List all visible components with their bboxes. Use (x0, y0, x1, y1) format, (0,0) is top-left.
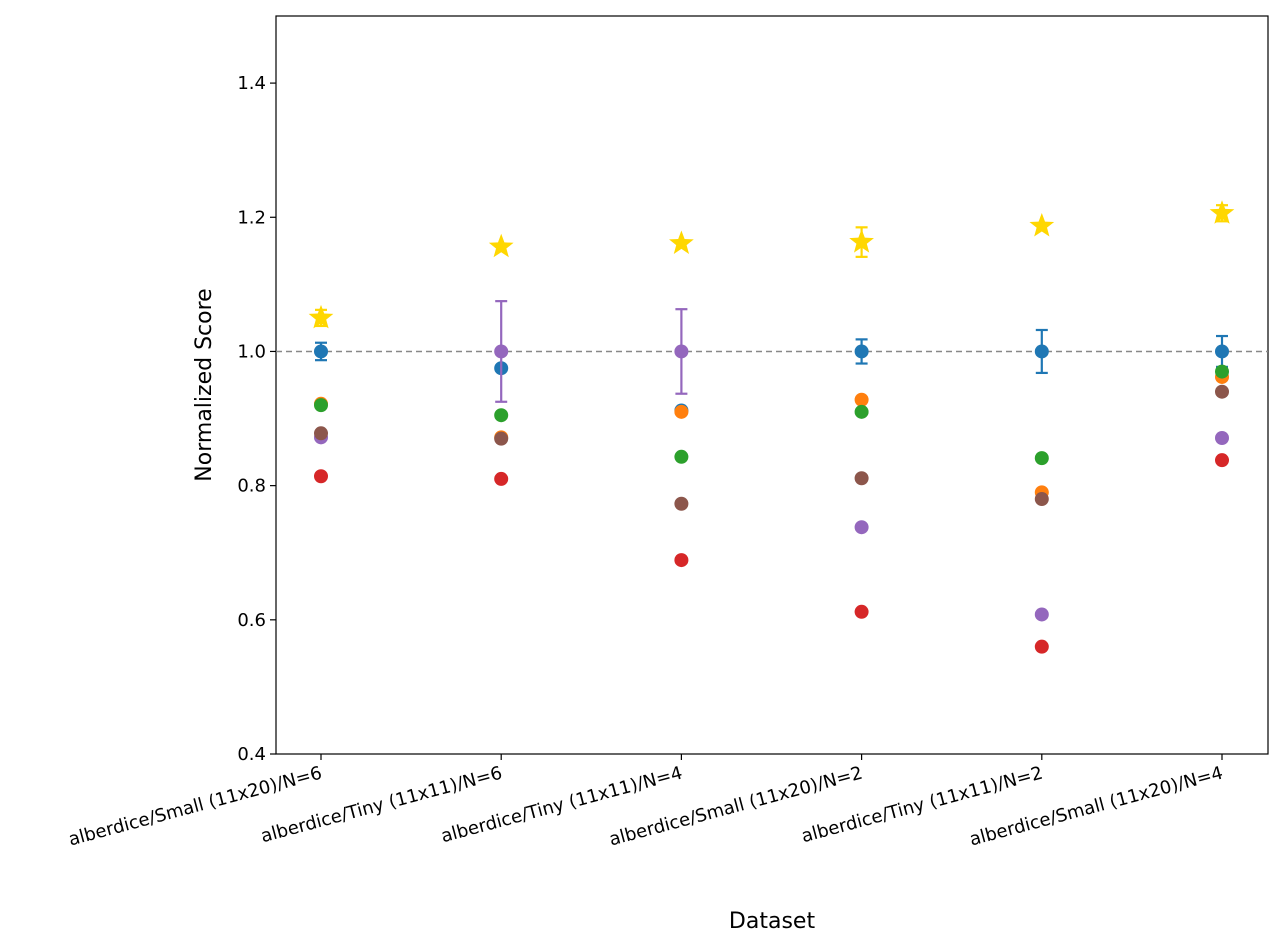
data-point (1215, 431, 1229, 446)
y-tick-label: 1.4 (237, 73, 266, 94)
data-point (314, 344, 328, 359)
y-tick-label: 0.4 (237, 744, 266, 765)
series-1 (314, 369, 1229, 500)
series-2 (314, 364, 1229, 466)
data-points (308, 200, 1235, 654)
data-point (1215, 453, 1229, 468)
data-point (1215, 364, 1229, 379)
series-6 (308, 200, 1235, 329)
data-point (314, 398, 328, 413)
y-tick-label: 0.6 (237, 610, 266, 631)
data-point (1034, 451, 1049, 466)
data-point (854, 404, 869, 419)
data-point (1034, 344, 1049, 359)
data-point (674, 344, 689, 359)
data-point (1215, 384, 1229, 399)
data-point (854, 392, 869, 407)
data-point (854, 344, 869, 359)
star-point (1209, 200, 1235, 224)
data-point (314, 469, 328, 484)
data-point (494, 344, 509, 359)
x-axis: alberdice/Small (11x20)/N=6alberdice/Tin… (66, 754, 1225, 850)
data-point (1034, 607, 1049, 622)
y-axis: 0.4 0.6 0.8 1.0 1.2 1.4 (237, 73, 276, 765)
data-point (854, 520, 869, 535)
data-point (494, 431, 509, 446)
data-point (674, 449, 689, 464)
data-point (1034, 639, 1049, 654)
data-point (674, 496, 689, 511)
data-point (674, 404, 689, 419)
data-point (314, 426, 328, 441)
data-point (854, 604, 869, 619)
y-tick-label: 1.0 (237, 341, 266, 362)
plot-area (275, 15, 1269, 755)
series-0 (314, 328, 1229, 418)
series-4 (314, 300, 1229, 622)
data-point (1034, 492, 1049, 507)
series-5 (314, 384, 1229, 511)
star-point (488, 233, 514, 258)
data-point (494, 471, 509, 486)
data-point (1215, 344, 1229, 359)
data-point (854, 471, 869, 486)
series-3 (314, 453, 1229, 654)
star-point (849, 229, 874, 253)
x-axis-label: Dataset (729, 909, 816, 934)
plot-frame (275, 15, 1269, 755)
data-point (674, 553, 689, 568)
y-axis-label: Normalized Score (192, 288, 217, 481)
data-point (494, 408, 509, 423)
star-point (1029, 212, 1055, 237)
star-point (308, 304, 334, 329)
y-tick-label: 1.2 (237, 207, 266, 228)
star-point (669, 230, 694, 254)
y-tick-label: 0.8 (237, 476, 266, 497)
